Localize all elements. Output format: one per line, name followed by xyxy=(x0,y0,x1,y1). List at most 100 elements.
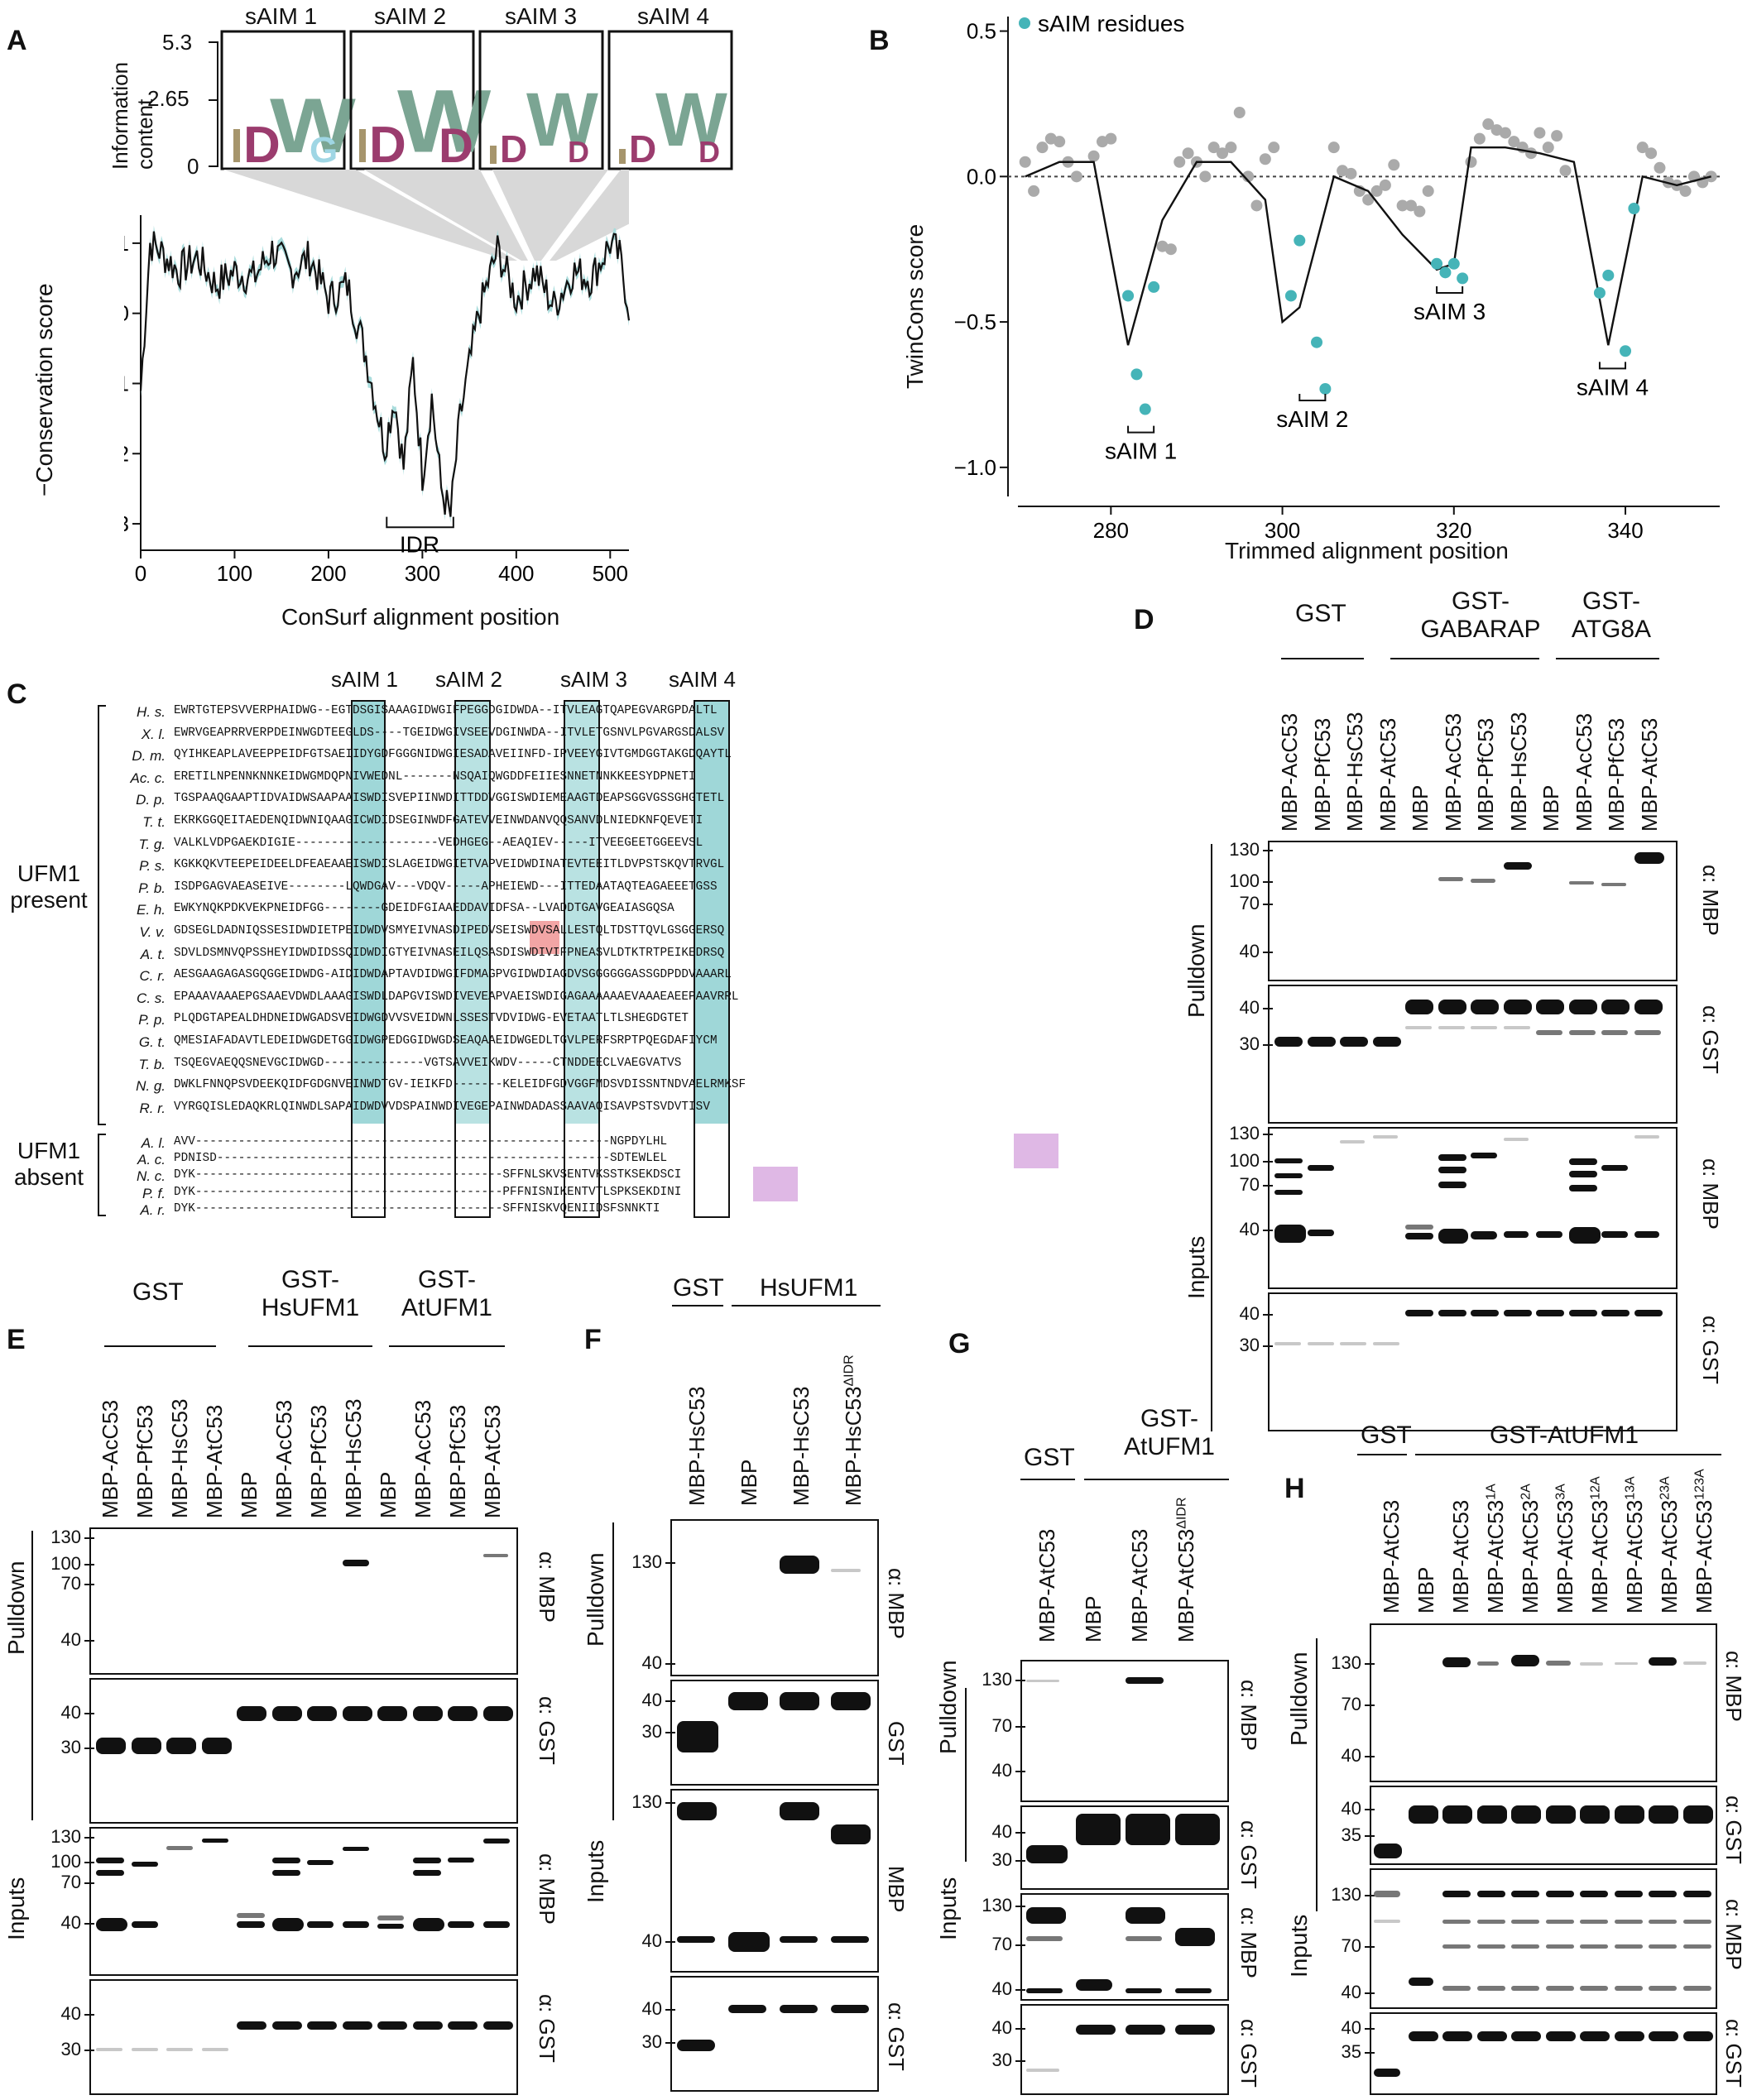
b-point-saim xyxy=(1122,290,1135,302)
band xyxy=(1405,1225,1433,1230)
svg-text:W: W xyxy=(397,72,492,170)
f-ab-3: MBP xyxy=(884,1866,909,1913)
e-lane-label: MBP-PfC53 xyxy=(132,1404,157,1518)
band xyxy=(1340,1342,1366,1345)
g-mw-label: 70 xyxy=(991,1715,1012,1736)
band xyxy=(677,1936,715,1943)
band xyxy=(1471,1310,1499,1316)
e-lane-label: MBP-AcC53 xyxy=(410,1399,435,1518)
panel-label-g: G xyxy=(948,1328,971,1359)
lane-superscript: 13A xyxy=(1623,1476,1638,1500)
f-blot-inputs-gst xyxy=(670,1976,879,2092)
g-section-inputs: Inputs xyxy=(935,1877,961,1940)
band xyxy=(482,1706,513,1721)
band xyxy=(1614,1986,1643,1991)
f-mw-label: 40 xyxy=(641,1998,662,2019)
g-blot-pulldown-mbp xyxy=(1020,1660,1229,1802)
e-lane-label: MBP xyxy=(237,1471,262,1518)
band xyxy=(1568,1185,1597,1191)
g-group-line xyxy=(1020,1479,1075,1480)
e-mw-label: 40 xyxy=(60,1629,81,1650)
band xyxy=(1026,1907,1066,1924)
alignment-header-3: sAIM 3 xyxy=(560,667,627,692)
species-name: N. g. xyxy=(136,1078,166,1095)
e-mw-tick xyxy=(84,1923,94,1925)
h-blot-pulldown-gst xyxy=(1370,1786,1717,1865)
b-legend-marker xyxy=(1019,17,1030,29)
a-ytick-label: −2 xyxy=(124,441,129,466)
band xyxy=(1511,1891,1539,1897)
band xyxy=(1476,1805,1507,1824)
sequence-row: EWRVGEAPRRVERPDEINWGDTEEGLDS----TGEIDWGI… xyxy=(174,726,725,740)
band xyxy=(831,1936,869,1943)
d-group-atg8a: GST- ATG8A xyxy=(1571,587,1652,643)
g-mw-label: 40 xyxy=(991,2017,1012,2038)
band xyxy=(1682,2031,1713,2041)
band xyxy=(1568,1158,1597,1165)
panel-label-f: F xyxy=(584,1324,602,1355)
a-xtick-label: 200 xyxy=(310,561,346,586)
f-lane-label: MBP-HsC53ΔIDR xyxy=(841,1354,866,1506)
species-name: A. r. xyxy=(140,1201,166,1218)
d-mw-label: 40 xyxy=(1239,941,1260,961)
g-mw-tick xyxy=(1015,1832,1025,1834)
lane-superscript: 123A xyxy=(1692,1469,1707,1500)
species-name: R. r. xyxy=(139,1100,166,1116)
band xyxy=(377,1915,404,1920)
band xyxy=(1471,1153,1497,1158)
b-saim-label: sAIM 1 xyxy=(1105,439,1177,464)
band xyxy=(1126,1814,1170,1845)
band xyxy=(1649,1805,1678,1824)
g-group-gst: GST xyxy=(1024,1444,1075,1471)
g-mw-label: 130 xyxy=(982,1895,1012,1915)
band xyxy=(237,1921,265,1928)
a-ytick-label: 1 xyxy=(124,231,129,256)
band xyxy=(1503,862,1532,870)
band xyxy=(1438,1154,1466,1161)
logo-connectors xyxy=(223,170,629,261)
band xyxy=(780,2005,818,2013)
band xyxy=(377,1924,404,1929)
e-lane-label: MBP-HsC53 xyxy=(167,1398,192,1518)
species-name: C. s. xyxy=(137,990,166,1006)
panel-label-c: C xyxy=(7,678,27,710)
d-mw-label: 40 xyxy=(1239,1303,1260,1324)
band xyxy=(1536,1000,1564,1014)
h-mw-label: 130 xyxy=(1331,1884,1361,1905)
b-point-grey xyxy=(1054,136,1066,148)
band xyxy=(728,1692,768,1710)
h-section-inputs: Inputs xyxy=(1286,1914,1312,1978)
band xyxy=(1442,1944,1471,1949)
band xyxy=(1545,1661,1571,1666)
h-lane-label: MBP-AtC532A xyxy=(1518,1484,1543,1613)
f-section-pulldown: Pulldown xyxy=(583,1552,608,1647)
band xyxy=(1476,1986,1505,1991)
d-lane-label: MBP-AcC53 xyxy=(1277,712,1302,832)
h-mw-label: 40 xyxy=(1341,1745,1361,1766)
band xyxy=(482,1839,510,1843)
f-mw-label: 40 xyxy=(641,1652,662,1673)
purple-highlight-1 xyxy=(1014,1134,1058,1168)
d-mw-tick xyxy=(1263,1185,1273,1187)
b-point-saim xyxy=(1602,269,1615,281)
band xyxy=(448,2021,478,2030)
band xyxy=(1601,1231,1628,1238)
e-mw-tick xyxy=(84,2014,94,2016)
d-lane-label: MBP-AtC53 xyxy=(1375,717,1400,832)
b-saim-label: sAIM 2 xyxy=(1276,406,1348,432)
sequence-row: EWRTGTEPSVVERPHAIDWG--EGTDSGISAAAGIDWGIF… xyxy=(174,704,718,717)
d-ab-1: α: MBP xyxy=(1698,865,1723,936)
b-point-saim xyxy=(1294,234,1306,247)
sequence-row: EKRKGGQEITAEDENQIDWNIQAAGICWDIDSEGINWDFG… xyxy=(174,814,703,827)
logo-title-3: sAIM 3 xyxy=(505,3,578,29)
svg-text:D: D xyxy=(369,117,406,170)
d-group-line xyxy=(1281,658,1364,659)
logo-ylabel: Information content xyxy=(108,62,157,170)
d-mw-tick xyxy=(1263,1314,1273,1316)
species-name: P. f. xyxy=(142,1185,166,1201)
band xyxy=(448,1921,474,1928)
d-ab-4: α: GST xyxy=(1698,1316,1723,1384)
b-point-grey xyxy=(1370,185,1383,197)
e-lane-label: MBP-AcC53 xyxy=(271,1399,296,1518)
logo-yaxis xyxy=(217,41,218,167)
